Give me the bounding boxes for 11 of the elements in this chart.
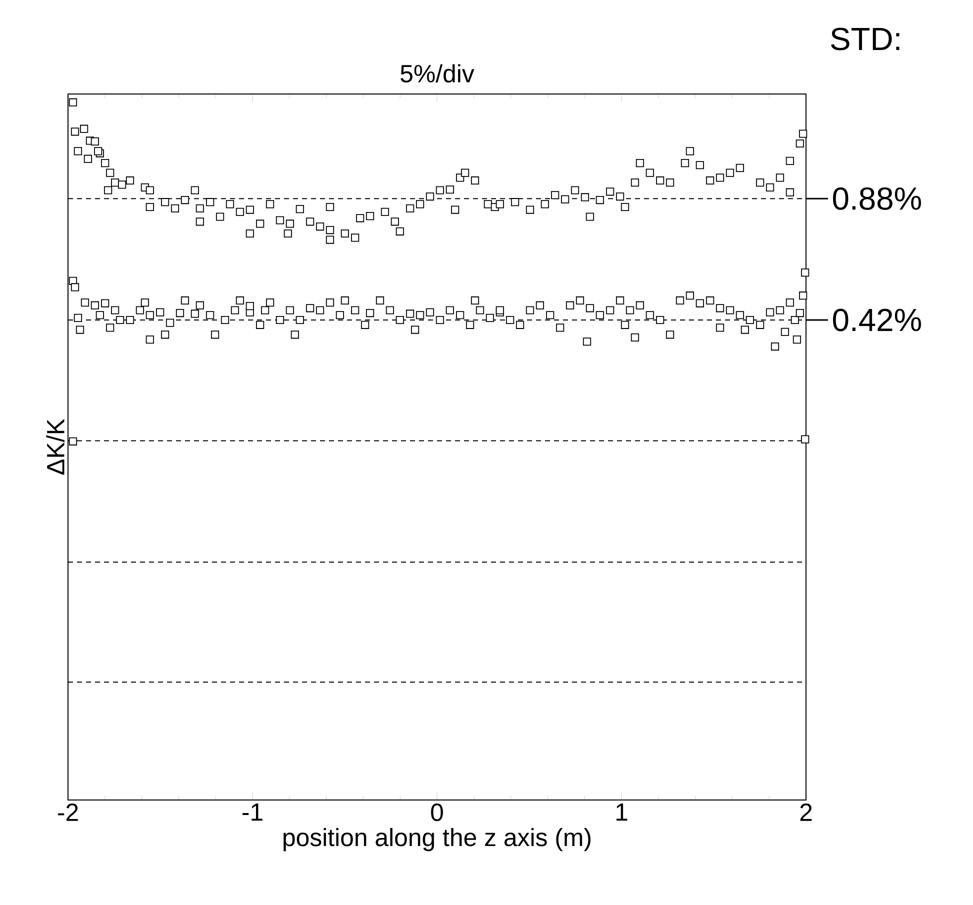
text: 0.42%: [833, 308, 922, 332]
x-axis-title: position along the z axis (m): [284, 828, 590, 852]
chart-title: 5%/div: [400, 64, 474, 82]
x-tick-label: 2: [800, 804, 812, 821]
x-tick-label: 0: [431, 804, 443, 822]
text: 0.88%: [833, 187, 922, 210]
x-tick-label: 1: [616, 804, 628, 821]
text: STD:: [830, 28, 900, 50]
y-axis-title: ΔK/K: [46, 418, 64, 475]
x-tick-label: -1: [242, 804, 262, 821]
x-tick-label: -2: [58, 804, 78, 821]
